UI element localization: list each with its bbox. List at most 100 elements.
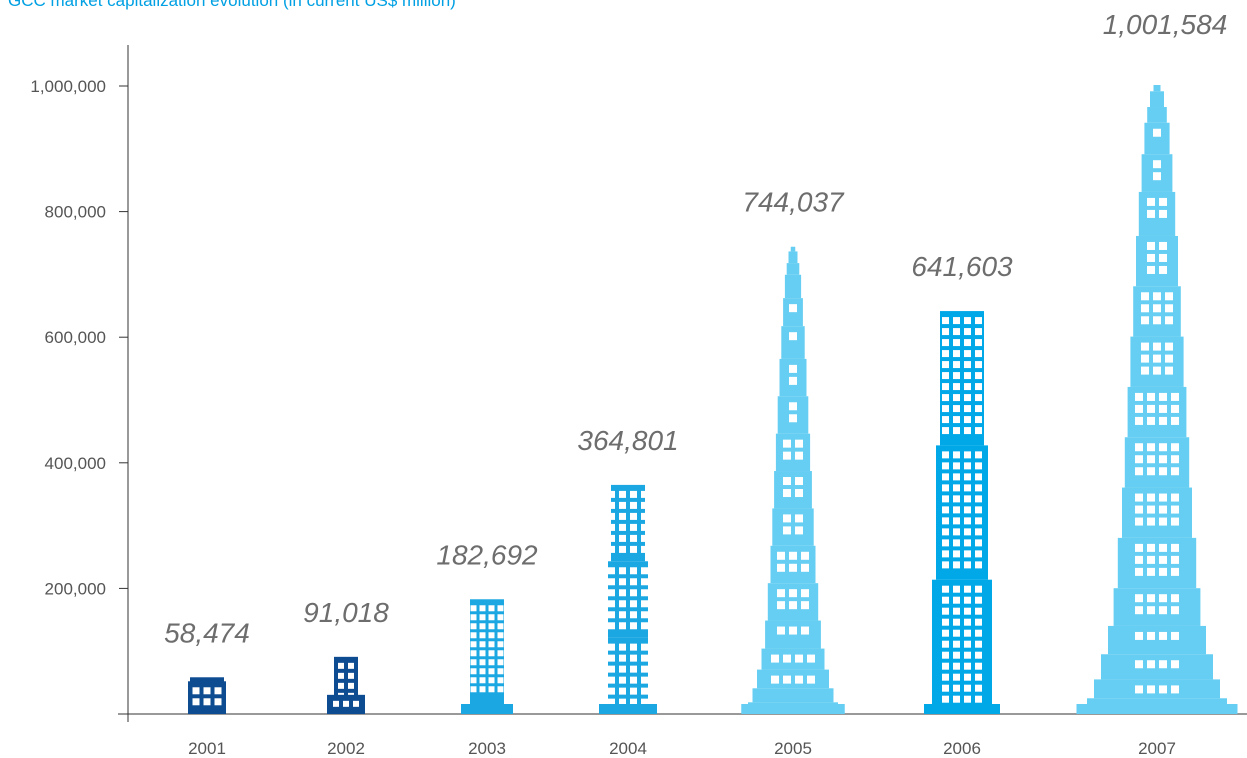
y-tick-label: 200,000 [45,579,106,598]
building-window [192,687,200,695]
building-window [1147,467,1155,476]
building-window [1171,660,1179,669]
building-window [1159,197,1167,206]
building-window [1147,197,1155,206]
building-window [608,698,615,706]
building-window [619,490,626,498]
building-window [1153,304,1161,313]
building-window [953,372,960,380]
building-window [975,539,982,547]
building-window [1171,455,1179,464]
building-window [619,567,626,575]
building-window [1147,517,1155,526]
building-window [203,687,211,695]
building-window [801,589,809,598]
building-window [777,589,785,598]
building-window [942,528,949,536]
building-window [608,643,615,651]
building-window [964,350,971,358]
building-window [1171,685,1179,694]
building-window [1171,467,1179,476]
building-window [942,539,949,547]
building-tier [741,704,845,714]
building-window [789,376,797,385]
building-window [619,534,626,542]
building-window [942,462,949,470]
building-tier [775,433,811,472]
building-window [789,589,797,598]
building-window [1171,555,1179,564]
building-window [953,585,960,593]
building-window [964,640,971,648]
building-window [964,561,971,569]
building-window [630,589,637,597]
building-window [608,654,615,662]
building-window [771,675,779,684]
building-window [1147,241,1155,250]
y-tick-label: 600,000 [45,328,106,347]
building-window [975,495,982,503]
building-window [975,427,982,435]
building-window [801,551,809,560]
building-window [1159,606,1167,615]
data-label: 641,603 [911,251,1013,282]
building-window [630,698,637,706]
building-tier [1076,704,1238,714]
building-window [1147,392,1155,401]
building-window [795,526,803,535]
building-window [619,654,626,662]
bar-2003 [461,599,513,714]
building-window [975,629,982,637]
building-window [964,317,971,325]
building-window [1171,594,1179,603]
building-window [789,364,797,373]
building-window [1135,467,1143,476]
building-window [1159,443,1167,452]
building-window [964,405,971,413]
building-window [964,550,971,558]
building-window [1159,594,1167,603]
building-window [1135,660,1143,669]
building-window [942,684,949,692]
building-window [641,512,648,520]
building-window [470,677,477,684]
building-window [783,514,791,523]
x-tick-label: 2005 [774,739,812,758]
bar-2006 [924,311,1000,714]
building-window [1135,416,1143,425]
building-window [338,672,344,679]
building-window [789,414,797,423]
building-window [942,618,949,626]
building-window [641,501,648,509]
building-tier [611,484,645,562]
building-window [608,523,615,531]
building-tier [1117,537,1197,589]
building-window [479,632,486,639]
building-window [771,654,779,663]
building-window [1159,567,1167,576]
building-window [608,567,615,575]
building-window [953,618,960,626]
building-window [964,618,971,626]
building-window [488,632,495,639]
building-window [777,601,785,610]
building-window [801,626,809,635]
building-window [783,654,791,663]
building-window [964,416,971,424]
building-window [470,668,477,675]
building-window [964,684,971,692]
building-window [975,607,982,615]
building-tier [599,704,657,714]
building-window [942,517,949,525]
building-window [214,687,222,695]
building-window [1165,354,1173,363]
building-window [1153,342,1161,351]
building-window [942,629,949,637]
building-window [497,686,504,693]
building-tier [1153,85,1161,92]
building-window [348,682,354,689]
building-window [1147,594,1155,603]
building-window [1171,543,1179,552]
building-window [1165,292,1173,301]
